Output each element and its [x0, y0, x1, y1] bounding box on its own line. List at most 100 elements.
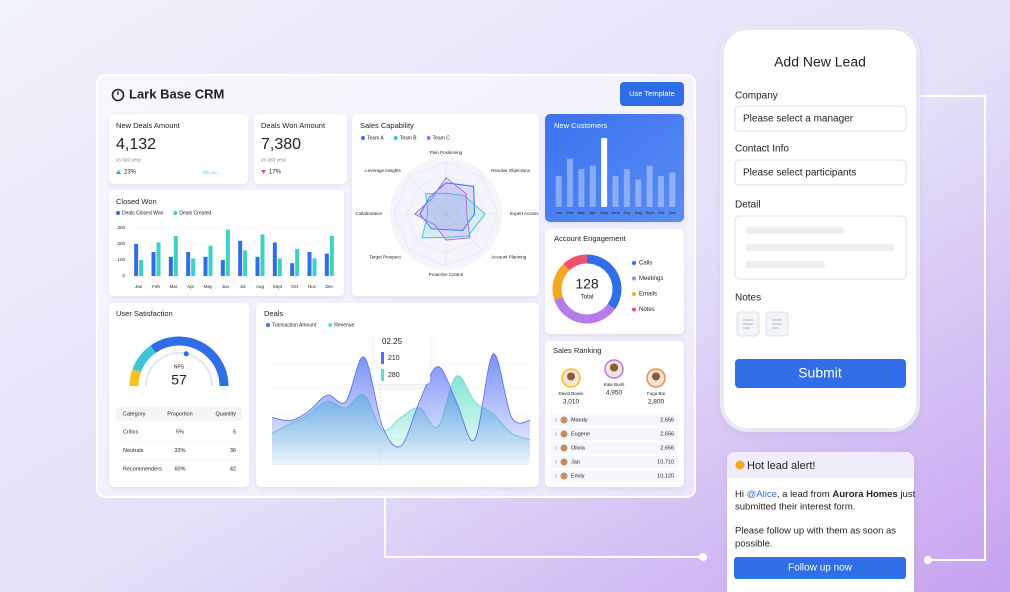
area [272, 353, 530, 465]
gauge-value: 57 [171, 372, 187, 388]
rank-value: 2,800 [648, 399, 665, 406]
card-title: Sales Ranking [553, 346, 601, 355]
table-cell: 5 [233, 429, 236, 435]
rank-value: 3,010 [563, 399, 580, 406]
trend-arrow [261, 170, 266, 174]
chevron [554, 418, 557, 422]
avatar [560, 430, 568, 438]
x-tick-label: Sept [645, 210, 654, 215]
template-button[interactable] [620, 82, 684, 106]
field-label: Detail [735, 200, 761, 211]
avatar-face [652, 372, 660, 381]
bar [156, 242, 161, 276]
x-tick-label: Nov [669, 210, 676, 215]
form-title: Add New Lead [774, 54, 866, 70]
kpi-change: 23% [124, 170, 137, 176]
bar [657, 175, 664, 207]
alert-header [727, 452, 914, 478]
bar [567, 158, 574, 207]
follow-button[interactable] [734, 557, 906, 579]
input-placeholder[interactable]: Please select a manager [743, 114, 854, 125]
bar [191, 258, 196, 276]
legend-marker [328, 323, 333, 327]
bar [589, 165, 596, 207]
card-title: Sales Capability [360, 121, 414, 130]
alert-text: Hi @Alice, a lead from Aurora Homes just [735, 489, 916, 500]
input[interactable] [734, 159, 907, 186]
card-title: New Customers [554, 121, 608, 130]
app-title: Lark Base CRM [129, 86, 224, 101]
rank-name: Eugene [571, 431, 590, 437]
bar [277, 258, 282, 276]
rank-value: 2,656 [660, 431, 674, 437]
connector-dot [924, 556, 932, 564]
chevron [554, 446, 557, 450]
rank-name: Kate Bush [604, 382, 625, 387]
donut-segment [554, 296, 615, 324]
bar [646, 165, 653, 207]
table-header: Category [123, 411, 146, 417]
submit-button[interactable] [735, 359, 906, 388]
avatar [560, 416, 568, 424]
avatar [560, 444, 568, 452]
radar-area [421, 192, 486, 239]
x-tick-label: Oct [291, 284, 299, 289]
input[interactable] [734, 105, 907, 132]
gauge-band [129, 369, 142, 387]
kpi-note: vs last year [116, 157, 142, 163]
card [545, 114, 684, 222]
axis-label: Account Planning [491, 254, 527, 259]
legend-label: Revenue [334, 322, 354, 328]
radar-axis [409, 213, 447, 251]
bar [134, 244, 139, 276]
axis-label: Collaboration [355, 211, 382, 216]
follow-label[interactable]: Follow up now [788, 563, 853, 574]
avatar-face [567, 372, 575, 381]
rank-value: 10,710 [657, 459, 674, 465]
rank-value: 2,656 [660, 417, 674, 423]
note-icon [772, 319, 782, 329]
legend-label: Deals Created [179, 210, 211, 216]
rank-name: David Bowie [558, 391, 584, 396]
logo-icon [111, 88, 125, 102]
x-tick-label: Jun [222, 284, 230, 289]
rank-name: Jan [571, 459, 580, 465]
kpi-title: New Deals Amount [116, 121, 181, 130]
bar [225, 229, 230, 276]
rank-row [551, 470, 678, 482]
rank-row [551, 442, 678, 454]
x-tick-label: Mar [169, 284, 177, 289]
x-tick-label: Aug [635, 210, 642, 215]
legend-label: Team C [433, 135, 451, 141]
bar [173, 236, 178, 276]
legend-label: Deals Closed Won [122, 210, 164, 216]
x-tick-label: May [204, 284, 213, 289]
kpi-note: vs last year [261, 157, 287, 163]
mention[interactable]: @Alice [747, 489, 777, 500]
table-cell: Recommenders [123, 466, 162, 472]
template-button-label[interactable]: Use Template [629, 89, 675, 98]
bar [203, 256, 208, 276]
field-label: Notes [735, 293, 761, 304]
radar-axis [445, 213, 483, 251]
x-tick-label: Oct [658, 210, 665, 215]
x-tick-label: Jul [240, 284, 246, 289]
bar [329, 236, 334, 276]
x-tick-label: Apr [187, 284, 195, 289]
legend-marker [426, 136, 431, 140]
bar [220, 260, 225, 276]
x-tick-label: Jan [135, 284, 143, 289]
legend-label: Notes [639, 307, 655, 313]
connector-dot [699, 553, 707, 561]
bar [295, 248, 300, 276]
input-placeholder[interactable]: Please select participants [743, 168, 856, 179]
donut-total: 128 [575, 276, 599, 292]
card-title: Account Engagement [554, 234, 627, 243]
bar [260, 234, 265, 276]
axis-label: Pain Positioning [430, 150, 463, 155]
gauge-inner [145, 352, 213, 387]
bar [272, 242, 277, 276]
submit-label[interactable]: Submit [798, 365, 842, 381]
